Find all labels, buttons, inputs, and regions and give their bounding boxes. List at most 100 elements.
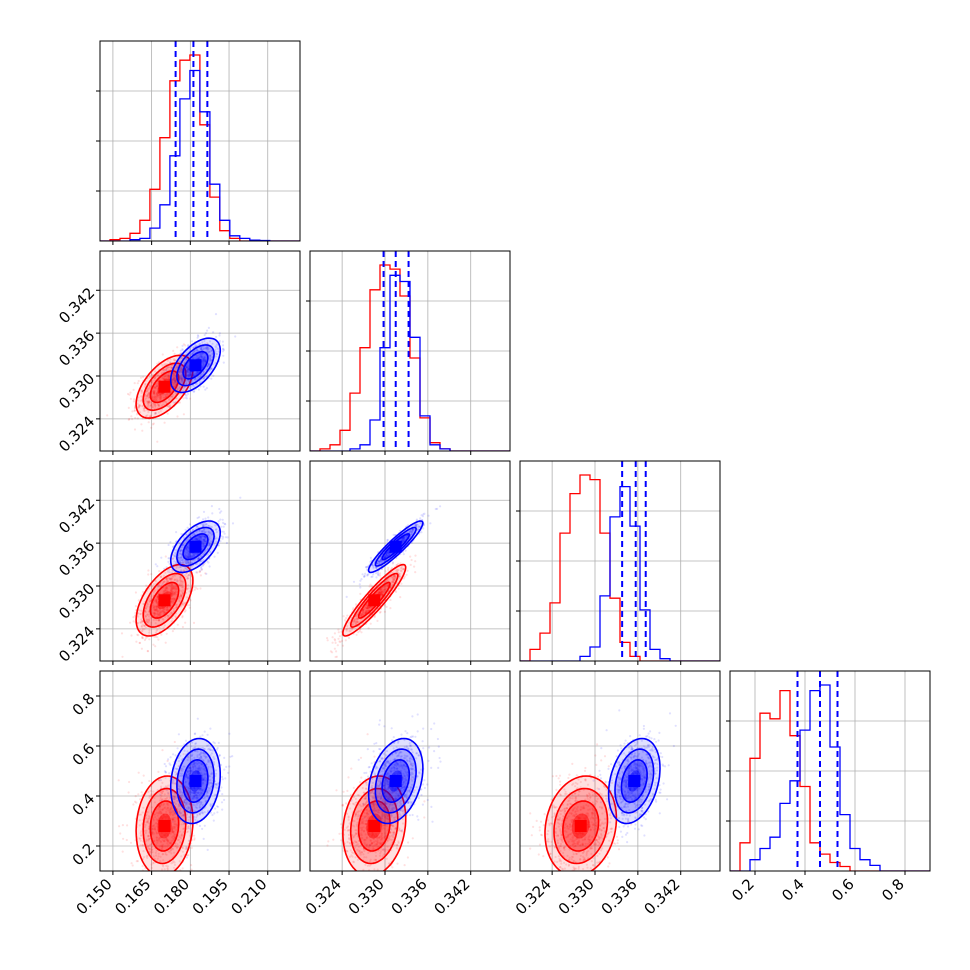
sample-point — [202, 542, 205, 545]
sample-point — [176, 346, 179, 349]
sample-point — [209, 542, 212, 545]
sample-point — [218, 339, 221, 343]
sample-point — [409, 563, 412, 567]
sample-point — [411, 529, 414, 533]
sample-point — [174, 606, 177, 609]
sample-point — [178, 360, 181, 363]
sample-point — [140, 630, 143, 633]
sample-point — [352, 619, 355, 622]
sample-point — [364, 572, 367, 575]
sample-point — [153, 604, 156, 608]
sample-point — [193, 538, 196, 541]
sample-point — [166, 590, 169, 593]
sample-point — [183, 560, 186, 564]
sample-point — [166, 606, 169, 609]
sample-point — [386, 539, 389, 542]
sample-point — [179, 559, 182, 562]
sample-point — [376, 619, 379, 623]
sample-point — [193, 390, 196, 393]
sample-point — [375, 566, 378, 569]
sample-point — [197, 356, 200, 360]
sample-point — [160, 841, 163, 844]
sample-point — [148, 618, 151, 621]
sample-point — [181, 559, 184, 562]
grid-lines — [100, 461, 300, 661]
sample-point — [171, 590, 174, 593]
sample-point — [400, 567, 403, 570]
sample-point — [151, 405, 154, 409]
sample-point — [181, 592, 184, 595]
sample-point — [181, 580, 184, 583]
sample-point — [151, 896, 153, 898]
sample-point — [215, 335, 218, 338]
sample-point — [210, 533, 213, 536]
sample-point — [202, 385, 205, 388]
sample-point — [338, 640, 341, 643]
sample-point — [150, 381, 153, 384]
sample-point — [189, 373, 192, 376]
sample-point — [129, 621, 132, 624]
sample-point — [187, 574, 190, 577]
sample-point — [205, 523, 208, 526]
sample-point — [145, 390, 148, 393]
sample-point — [387, 551, 390, 554]
sample-point — [164, 615, 167, 619]
sample-point — [173, 597, 176, 601]
sample-point — [393, 578, 396, 582]
sample-point — [207, 326, 210, 329]
sample-point — [162, 377, 165, 381]
sample-point — [367, 607, 370, 610]
sample-point — [184, 396, 187, 399]
sample-point — [145, 607, 148, 610]
sample-point — [137, 406, 140, 409]
sample-point — [151, 396, 154, 399]
sample-point — [361, 612, 364, 616]
sample-point — [163, 378, 166, 381]
sample-point — [360, 578, 363, 581]
sample-point — [204, 332, 208, 335]
sample-point — [186, 369, 189, 372]
sample-point — [164, 806, 167, 809]
sample-point — [162, 396, 165, 399]
sample-point — [211, 512, 214, 515]
sample-point — [175, 604, 178, 607]
sample-point — [379, 559, 382, 562]
sample-point — [141, 627, 144, 631]
sample-point — [383, 588, 386, 591]
sample-point — [404, 537, 407, 541]
sample-point — [160, 610, 163, 613]
sample-point — [188, 604, 191, 607]
sample-point — [155, 599, 158, 602]
sample-point — [156, 595, 159, 598]
sample-point — [163, 363, 166, 366]
sample-point — [156, 814, 159, 817]
sample-point — [377, 591, 380, 594]
sample-point — [171, 593, 174, 596]
sample-point — [174, 816, 177, 819]
sample-point — [365, 611, 368, 614]
sample-point — [140, 625, 143, 628]
density-peak — [158, 594, 171, 607]
sample-point — [163, 608, 166, 611]
sample-point — [414, 523, 417, 526]
sample-point — [165, 377, 168, 380]
sample-point — [203, 535, 206, 538]
sample-point — [179, 589, 182, 592]
sample-point — [220, 525, 223, 528]
sample-point — [198, 535, 201, 538]
density-peak — [189, 359, 202, 372]
sample-point — [153, 612, 156, 615]
sample-point — [203, 528, 206, 531]
sample-point — [203, 347, 206, 350]
sample-point — [186, 553, 189, 556]
sample-point — [156, 610, 160, 613]
sample-point — [219, 518, 222, 521]
sample-point — [153, 589, 156, 592]
sample-point — [199, 535, 202, 538]
sample-point — [200, 568, 203, 571]
sample-point — [180, 596, 183, 599]
sample-point — [181, 380, 184, 383]
sample-point — [169, 361, 172, 364]
sample-point — [434, 507, 437, 511]
sample-point — [394, 576, 397, 579]
